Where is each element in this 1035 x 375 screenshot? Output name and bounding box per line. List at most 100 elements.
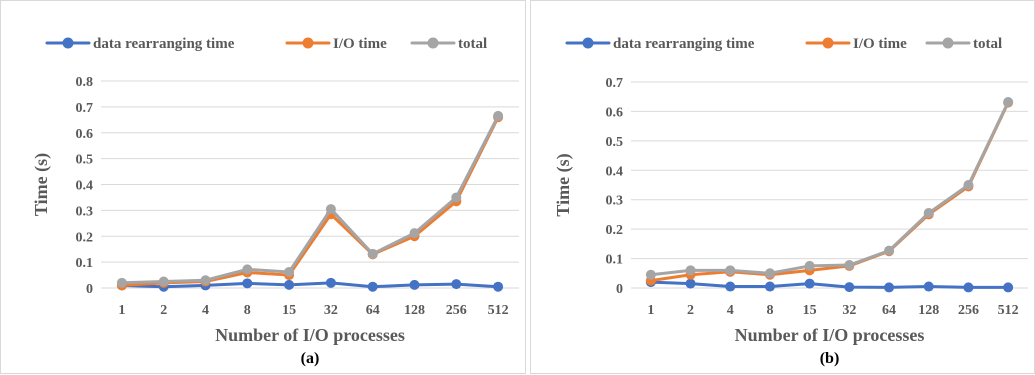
x-tick-label: 1 (647, 303, 654, 318)
data-point (963, 282, 974, 293)
data-point (325, 204, 336, 215)
x-tick-label: 256 (446, 303, 467, 318)
y-axis-title: Time (s) (31, 153, 52, 216)
y-tick-label: 0.5 (606, 135, 624, 150)
data-point (685, 265, 696, 276)
chart-panel-b: 0 0.1 0.2 0.3 0.4 0.5 0.6 0.7 1 2 4 8 15 32 64 128 256 51… (530, 0, 1035, 374)
x-tick-label: 8 (766, 303, 773, 318)
x-axis-title: Number of I/O processes (735, 325, 925, 345)
legend-marker-dot (62, 37, 74, 49)
x-tick-label: 128 (404, 303, 425, 318)
legend-label: I/O time (333, 36, 387, 52)
data-point (884, 245, 895, 256)
data-point (764, 268, 775, 279)
data-point (963, 180, 974, 190)
data-point (645, 269, 656, 280)
x-tick-label: 8 (244, 303, 251, 318)
y-tick-label: 0.4 (606, 164, 624, 179)
data-point (451, 279, 462, 290)
y-tick-label: 0.7 (76, 101, 94, 116)
chart-a-svg: 0 0.1 0.2 0.3 0.4 0.5 0.6 0.7 0.8 1 2 4 8 15 32 64 128 25… (31, 36, 519, 367)
chart-panel-a: 0 0.1 0.2 0.3 0.4 0.5 0.6 0.7 0.8 1 2 4 8 15 32 64 128 25… (0, 0, 526, 374)
x-tick-label: 64 (366, 303, 380, 318)
series-line (649, 280, 1010, 289)
legend-label: total (458, 36, 487, 52)
y-tick-label: 0.3 (606, 194, 624, 209)
data-point (1003, 282, 1014, 293)
series-line (120, 114, 500, 285)
data-point (804, 260, 815, 271)
y-tick-label: 0.3 (76, 204, 94, 219)
y-tick-label: 0.4 (76, 179, 94, 194)
y-axis-title: Time (s) (553, 153, 574, 216)
data-point (493, 281, 504, 292)
data-point (409, 228, 420, 239)
y-tick-label: 0.2 (76, 230, 94, 245)
data-point (764, 281, 775, 292)
y-tick-label: 0.6 (76, 127, 94, 142)
series-line (120, 115, 500, 287)
data-point (158, 276, 169, 287)
data-point (923, 207, 934, 218)
data-point (284, 279, 295, 290)
legend-marker-dot (582, 37, 594, 49)
x-tick-label: 256 (958, 303, 979, 318)
legend-label: I/O time (853, 36, 907, 52)
x-tick-label: 4 (202, 303, 209, 318)
legend-marker-dot (427, 37, 439, 49)
x-tick-label: 1 (118, 303, 125, 318)
y-tick-label: 0.8 (76, 75, 94, 90)
y-tick-label: 0.7 (606, 76, 624, 91)
data-point (284, 266, 295, 277)
data-point (325, 277, 336, 288)
x-tick-label: 128 (918, 303, 939, 318)
data-point (493, 110, 504, 121)
data-point (409, 279, 420, 290)
data-point (367, 281, 378, 292)
y-tick-label: 0.6 (606, 105, 624, 120)
legend-label: total (973, 36, 1002, 52)
y-tick-label: 0 (616, 282, 623, 297)
series-line (649, 100, 1010, 277)
chart-caption: (a) (301, 350, 320, 367)
data-point (844, 260, 855, 271)
data-point (116, 277, 127, 288)
data-point (725, 265, 736, 276)
x-tick-label: 64 (882, 303, 896, 318)
data-point (242, 264, 253, 275)
chart-b-svg: 0 0.1 0.2 0.3 0.4 0.5 0.6 0.7 1 2 4 8 15 32 64 128 256 51… (553, 36, 1028, 367)
data-point (923, 281, 934, 292)
data-point (1003, 97, 1014, 108)
legend-marker-dot (302, 37, 314, 49)
data-point (725, 281, 736, 292)
x-tick-label: 15 (803, 303, 817, 318)
x-tick-label: 32 (842, 303, 856, 318)
data-point (685, 278, 696, 289)
y-tick-label: 0 (86, 282, 93, 297)
x-tick-label: 2 (160, 303, 167, 318)
x-tick-label: 2 (687, 303, 694, 318)
data-point (367, 248, 378, 259)
x-tick-label: 15 (282, 303, 296, 318)
y-tick-label: 0.5 (76, 153, 94, 168)
y-tick-label: 0.1 (76, 256, 94, 271)
data-point (242, 278, 253, 289)
data-point (844, 282, 855, 293)
legend-marker-dot (822, 37, 834, 49)
data-point (451, 192, 462, 203)
x-tick-label: 512 (998, 303, 1019, 318)
legend-marker-dot (942, 37, 954, 49)
data-point (884, 282, 895, 293)
data-point (200, 275, 211, 286)
legend-label: data rearranging time (613, 36, 755, 52)
y-tick-label: 0.2 (606, 223, 624, 238)
x-axis-title: Number of I/O processes (215, 325, 405, 345)
legend-label: data rearranging time (93, 36, 235, 52)
x-tick-label: 512 (488, 303, 509, 318)
series-line (649, 101, 1010, 283)
series-line (120, 281, 500, 289)
x-tick-label: 4 (727, 303, 734, 318)
chart-caption: (b) (820, 350, 840, 367)
x-tick-label: 32 (324, 303, 338, 318)
data-point (804, 278, 815, 289)
